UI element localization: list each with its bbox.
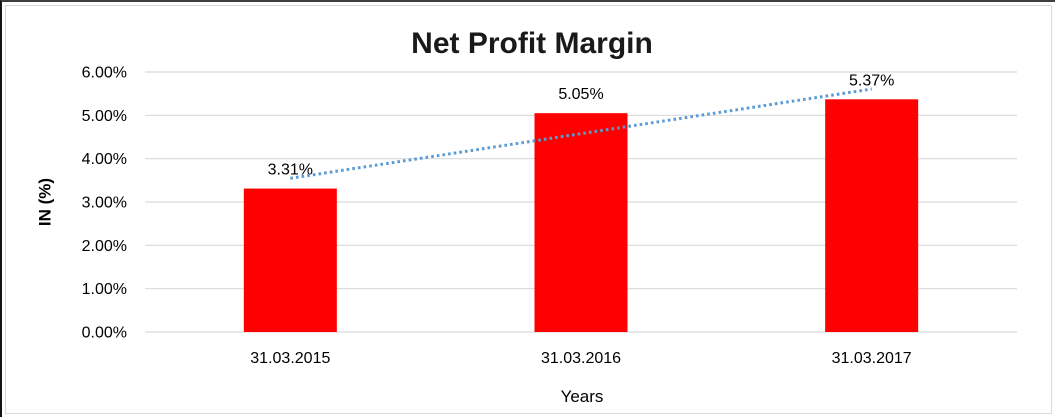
data-label: 5.05% [558,86,603,103]
x-tick-label: 31.03.2016 [541,350,621,367]
bar [825,99,919,332]
y-tick-label: 4.00% [82,151,127,168]
y-tick-label: 2.00% [82,238,127,255]
x-tick-label: 31.03.2017 [832,350,912,367]
chart-title: Net Profit Margin [411,27,653,60]
y-tick-label: 3.00% [82,195,127,212]
data-label: 5.37% [849,72,894,89]
plot-area: 0.00% 1.00% 2.00% 3.00% 4.00% 5.00% 6.00% 3.31%… [82,65,1017,367]
y-tick-label: 6.00% [82,65,127,82]
bar [534,113,628,333]
x-tick-label: 31.03.2015 [250,350,330,367]
data-label: 3.31% [268,162,313,179]
y-tick-label: 1.00% [82,281,127,298]
y-tick-label: 0.00% [82,325,127,342]
bar [243,188,337,332]
x-axis-title: Years [561,387,604,406]
y-axis-title: IN (%) [36,178,55,226]
y-tick-label: 5.00% [82,108,127,125]
trendline [290,87,872,180]
